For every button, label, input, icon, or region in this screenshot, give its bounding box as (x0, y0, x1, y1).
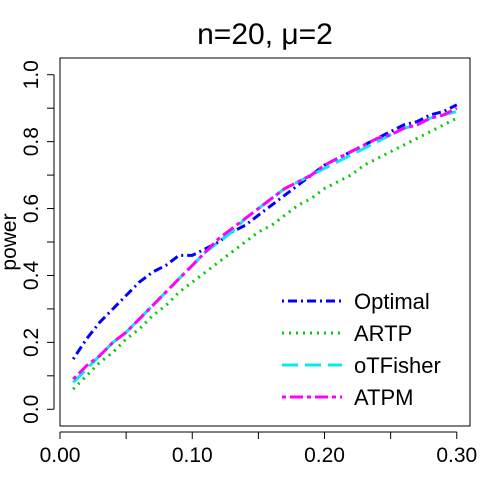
y-tick-label: 0.4 (20, 261, 43, 291)
legend: Optimal ARTP oTFisher ATPM (282, 289, 441, 410)
x-axis: 0.00 0.10 0.20 0.30 (40, 431, 477, 467)
legend-label-artp: ARTP (354, 321, 412, 346)
series-line-artp (72, 116, 458, 391)
chart-title: n=20, μ=2 (197, 18, 333, 51)
series-line-atpm (72, 106, 458, 381)
y-tick-label: 0.8 (20, 127, 43, 156)
x-tick-label: 0.00 (40, 444, 81, 467)
legend-label-otfisher: oTFisher (354, 353, 441, 378)
y-tick-label: 0.2 (20, 328, 43, 357)
y-tick-label: 1.0 (20, 60, 43, 89)
x-tick-label: 0.10 (172, 444, 213, 467)
x-tick-label: 0.30 (436, 444, 477, 467)
series-group (71, 103, 458, 391)
x-axis-label: ε (260, 0, 271, 6)
y-tick-label: 0.0 (20, 395, 43, 424)
series-line-optimal (71, 103, 458, 360)
y-axis-label: power (0, 213, 21, 270)
plot-frame (59, 57, 471, 427)
legend-label-atpm: ATPM (354, 385, 413, 410)
x-tick-label: 0.20 (304, 444, 345, 467)
legend-label-optimal: Optimal (354, 289, 430, 314)
y-tick-label: 0.6 (20, 194, 43, 223)
y-axis: 0.0 0.2 0.4 0.6 0.8 1.0 (20, 60, 55, 424)
